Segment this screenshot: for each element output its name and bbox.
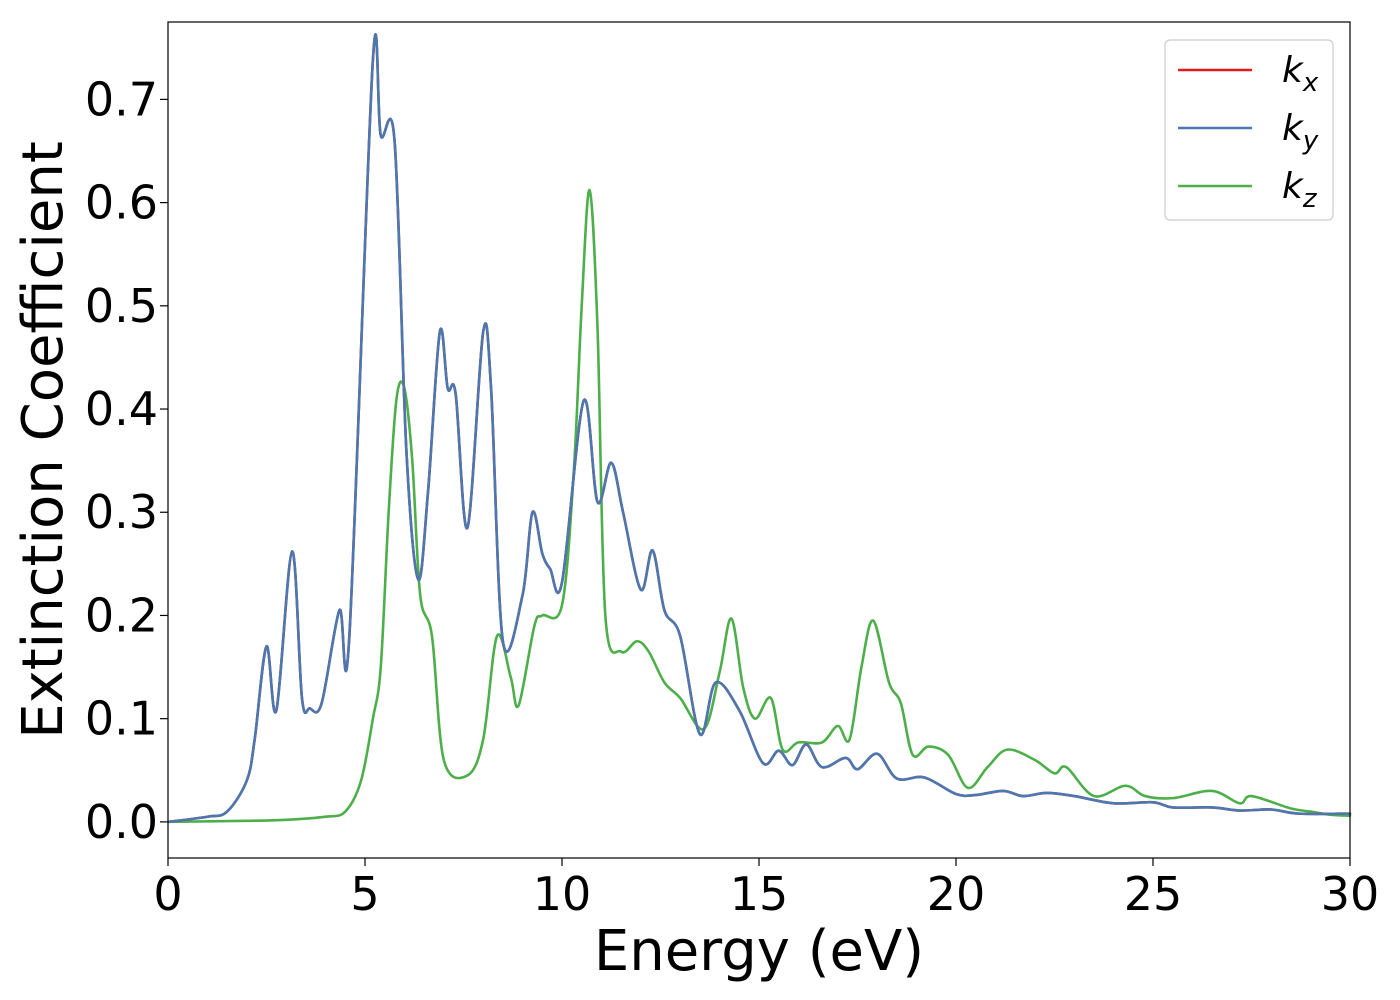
legend-label-kx: kx xyxy=(1282,50,1319,98)
y-tick-label: 0.0 xyxy=(85,795,158,849)
x-tick-label: 10 xyxy=(533,867,592,921)
y-tick-label: 0.7 xyxy=(85,72,158,126)
y-tick-label: 0.2 xyxy=(85,588,158,642)
series-line-kz xyxy=(166,188,1352,824)
x-tick-label: 5 xyxy=(350,867,379,921)
x-tick-label: 30 xyxy=(1321,867,1380,921)
y-tick-label: 0.3 xyxy=(85,485,158,539)
legend-label-kz: kz xyxy=(1282,166,1318,214)
series-line-ky xyxy=(166,33,1352,824)
legend: kx ky kz xyxy=(1164,39,1334,221)
y-tick-label: 0.5 xyxy=(85,279,158,333)
x-axis-title: Energy (eV) xyxy=(594,919,924,984)
plot-lines xyxy=(166,33,1352,824)
y-axis-ticks: 0.0 0.1 0.2 0.3 0.4 0.5 0.6 0.7 xyxy=(85,72,168,849)
legend-label-ky: ky xyxy=(1282,108,1319,156)
x-tick-label: 0 xyxy=(153,867,182,921)
legend-box xyxy=(1164,39,1334,221)
x-tick-label: 25 xyxy=(1124,867,1183,921)
x-axis-ticks: 0 5 10 15 20 25 30 xyxy=(153,858,1379,921)
y-axis-title: Extinction Coefficient xyxy=(11,141,76,739)
y-tick-label: 0.4 xyxy=(85,382,158,436)
x-tick-label: 15 xyxy=(730,867,789,921)
axes-frame xyxy=(167,21,1351,859)
x-tick-label: 20 xyxy=(927,867,986,921)
y-tick-label: 0.1 xyxy=(85,692,158,746)
y-tick-label: 0.6 xyxy=(85,176,158,230)
